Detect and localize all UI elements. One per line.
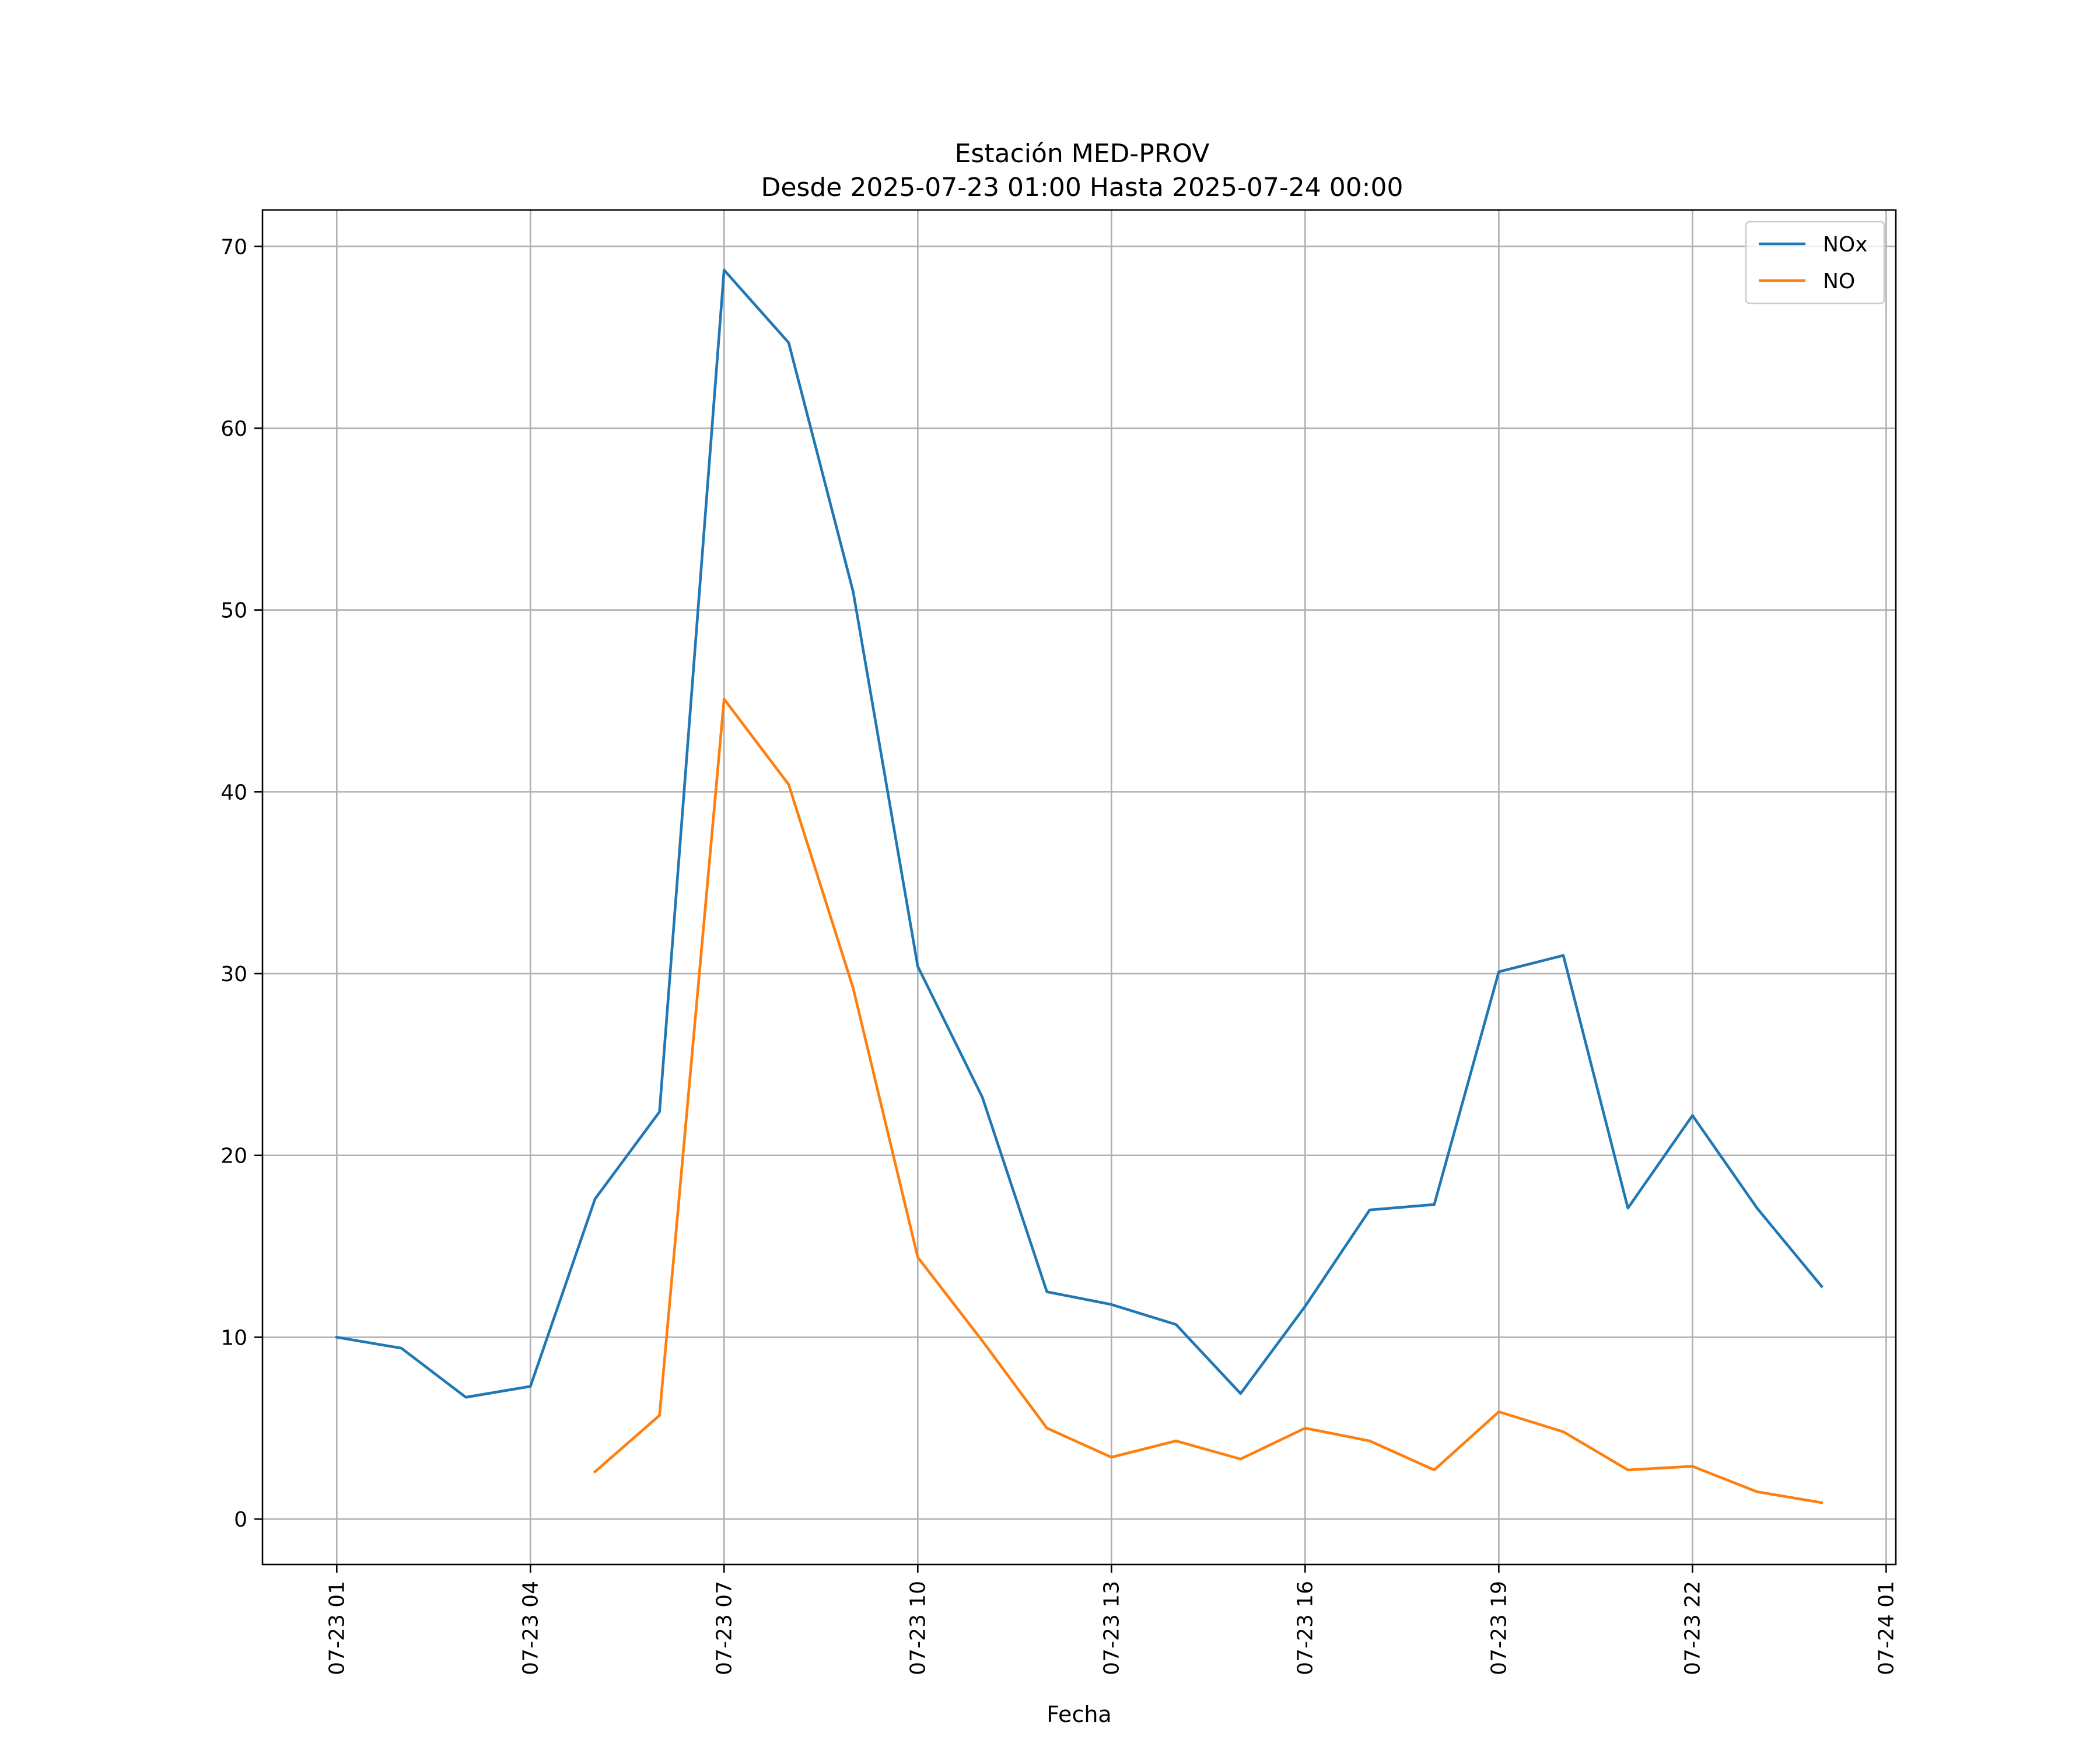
x-tick-label: 07-24 01: [1874, 1581, 1898, 1675]
x-tick-label: 07-23 16: [1293, 1581, 1317, 1675]
x-tick-label: 07-23 22: [1681, 1581, 1704, 1675]
y-tick-label: 0: [234, 1508, 247, 1532]
x-tick-label: 07-23 10: [906, 1581, 930, 1675]
x-tick-label: 07-23 19: [1487, 1581, 1511, 1675]
chart-subtitle: Desde 2025-07-23 01:00 Hasta 2025-07-24 …: [761, 173, 1403, 202]
x-tick-label: 07-23 13: [1100, 1581, 1124, 1675]
y-tick-label: 60: [220, 417, 247, 441]
legend-frame: [1745, 220, 1885, 304]
chart-title: Estación MED-PROV: [955, 139, 1210, 169]
legend-label-nox: NOx: [1823, 233, 1868, 257]
x-tick-label: 07-23 01: [325, 1581, 349, 1675]
plot-frame: [261, 209, 1897, 1566]
axis-ticks: 07-23 01 07-23 04 07-23 07 07-23 10 07-23 13…: [220, 235, 1898, 1675]
grid: [262, 210, 1896, 1564]
series-line-nox: [335, 268, 1824, 1399]
y-tick-label: 20: [220, 1144, 247, 1168]
x-tick-label: 07-23 04: [519, 1581, 542, 1675]
y-tick-label: 50: [220, 599, 247, 623]
series-line-no: [593, 698, 1824, 1504]
y-tick-label: 40: [220, 780, 247, 804]
legend: NOx NO: [1745, 220, 1885, 304]
x-axis-label: Fecha: [1046, 1702, 1111, 1727]
y-tick-label: 70: [220, 235, 247, 259]
legend-label-no: NO: [1823, 270, 1855, 293]
y-tick-label: 30: [220, 963, 247, 986]
x-tick-label: 07-23 07: [712, 1581, 736, 1675]
y-tick-label: 10: [220, 1326, 247, 1350]
series-lines: [335, 268, 1824, 1504]
